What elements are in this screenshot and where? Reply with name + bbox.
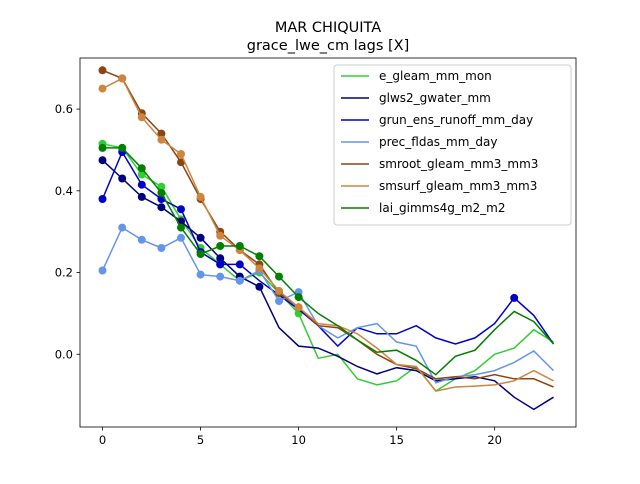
data-point (294, 303, 303, 312)
data-point (157, 135, 166, 144)
series-line (102, 147, 555, 376)
data-point (177, 223, 185, 232)
series-smsurf_gleam_mm3_mm3 (98, 74, 554, 392)
y-tick-label: 0.6 (55, 102, 73, 116)
data-point (98, 66, 107, 75)
legend-box (333, 64, 572, 226)
series-line (102, 77, 554, 392)
data-point (98, 266, 107, 275)
data-point (216, 254, 225, 263)
data-point (177, 233, 185, 242)
x-tick-label: 0 (99, 433, 106, 447)
data-point (235, 276, 244, 285)
data-point (196, 192, 205, 201)
data-point (196, 233, 205, 242)
data-point (157, 203, 166, 212)
legend-label: lai_gimms4g_m2_m2 (379, 201, 506, 215)
data-point (98, 143, 107, 152)
x-tick-label: 15 (389, 433, 404, 447)
data-point (294, 293, 303, 302)
data-point (216, 231, 225, 240)
y-tick-label: 0.0 (55, 347, 73, 361)
y-tick-label: 0.4 (55, 184, 73, 198)
chart-title: MAR CHIQUITA (275, 20, 381, 36)
data-point (137, 113, 146, 122)
data-point (137, 192, 146, 201)
data-point (235, 242, 244, 250)
data-point (275, 272, 283, 281)
legend-item: grun_ens_runoff_mm_day (341, 113, 533, 127)
legend-item: e_gleam_mm_mon (341, 69, 492, 83)
y-tick-label: 0.2 (55, 266, 73, 280)
axes-layer: 0 5 10 15 20 0.0 0.2 0.4 0.6 (55, 57, 577, 447)
data-point (177, 158, 185, 167)
legend-label: smsurf_gleam_mm3_mm3 (379, 179, 537, 193)
data-point (98, 195, 107, 203)
series-grun_ens_runoff_mm_day (98, 148, 555, 348)
data-point (157, 129, 166, 138)
data-point (157, 244, 166, 252)
data-point (255, 282, 264, 291)
data-point (137, 170, 146, 179)
data-point (137, 180, 146, 189)
data-point (118, 74, 127, 83)
plot-frame (79, 57, 577, 428)
data-point (118, 143, 127, 152)
data-point (275, 297, 283, 306)
data-point (255, 264, 264, 273)
data-point (157, 182, 166, 191)
data-point (137, 164, 146, 173)
data-point (196, 250, 205, 259)
data-point (196, 270, 205, 279)
data-point (275, 286, 283, 295)
x-tick-label: 5 (197, 433, 204, 447)
data-point (157, 188, 166, 197)
legend: e_gleam_mm_mon glws2_gwater_mm grun_ens_ru… (333, 64, 572, 226)
legend-label: e_gleam_mm_mon (379, 69, 492, 83)
data-point (216, 272, 225, 281)
data-point (216, 242, 225, 250)
data-point (98, 84, 107, 93)
legend-item: glws2_gwater_mm (341, 91, 491, 105)
data-point (137, 235, 146, 244)
data-point (118, 223, 127, 232)
legend-label: prec_fldas_mm_day (379, 135, 498, 149)
x-tick-label: 20 (487, 433, 502, 447)
data-point (118, 174, 127, 183)
legend-item: smsurf_gleam_mm3_mm3 (341, 179, 537, 193)
data-point (235, 260, 244, 269)
data-point (255, 252, 264, 261)
legend-item: lai_gimms4g_m2_m2 (341, 201, 506, 215)
series-layer (98, 66, 555, 411)
legend-label: glws2_gwater_mm (379, 91, 491, 105)
legend-item: smroot_gleam_mm3_mm3 (341, 157, 538, 171)
legend-label: smroot_gleam_mm3_mm3 (379, 157, 538, 171)
x-tick-label: 10 (291, 433, 306, 447)
data-point (98, 156, 107, 165)
chart-subtitle: grace_lwe_cm lags [X] (247, 38, 410, 54)
data-point (510, 293, 519, 302)
series-lai_gimms4g_m2_m2 (98, 143, 555, 376)
series-prec_fldas_mm_day (98, 223, 555, 384)
data-point (177, 150, 185, 158)
series-line (102, 143, 554, 392)
data-point (177, 205, 185, 214)
series-line (102, 69, 554, 388)
legend-item: prec_fldas_mm_day (341, 135, 498, 149)
data-point (216, 260, 225, 269)
legend-label: grun_ens_runoff_mm_day (379, 113, 533, 127)
